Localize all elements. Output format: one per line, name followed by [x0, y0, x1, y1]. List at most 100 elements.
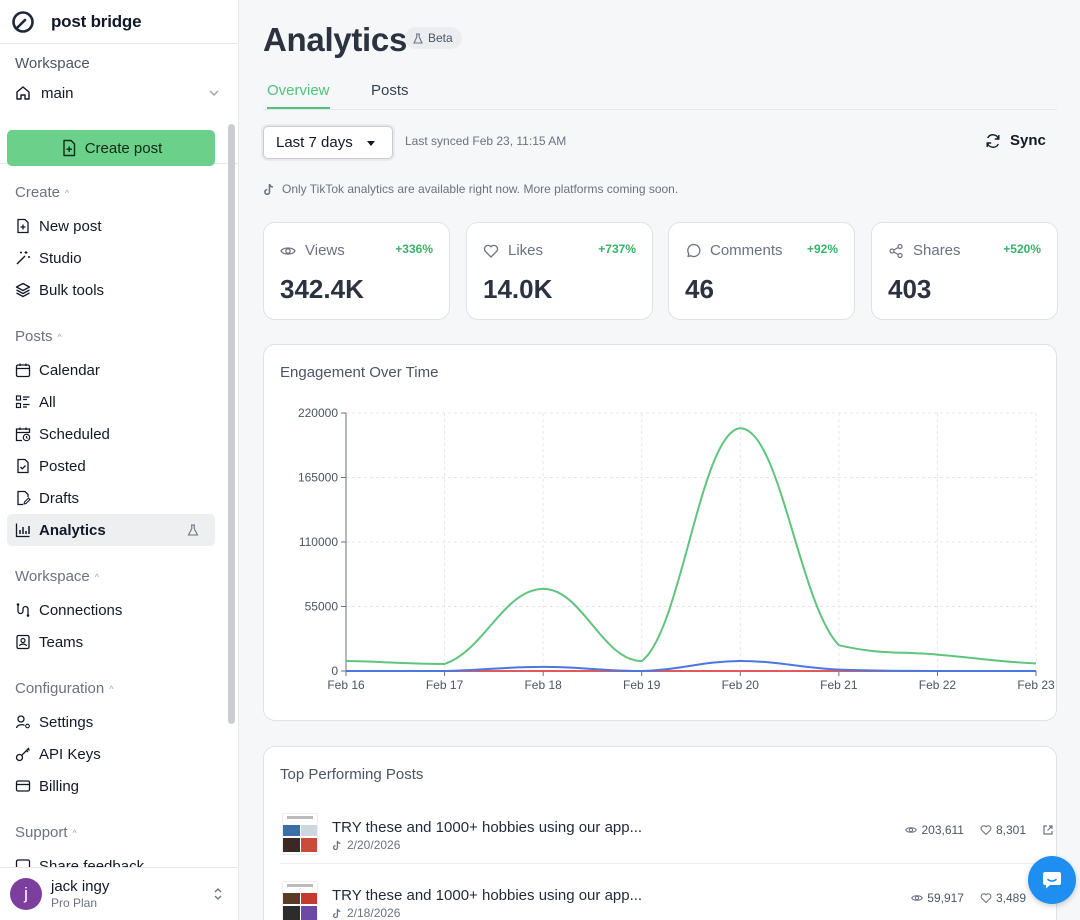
top-posts-title: Top Performing Posts [280, 766, 424, 783]
page-title: Analytics [263, 21, 408, 58]
post-date-row: 2/20/2026 [332, 838, 400, 852]
section-support[interactable]: Support ^ [15, 824, 77, 841]
workspace-select[interactable]: main [15, 82, 223, 104]
beta-label: Beta [428, 31, 453, 45]
sidebar-item-api-keys[interactable]: API Keys [7, 738, 215, 770]
post-stats: 59,917 3,489 [895, 891, 1054, 905]
section-configuration-label: Configuration [15, 680, 105, 697]
stat-card-views: Views +336% 342.4K [263, 222, 450, 320]
list-icon [15, 395, 30, 409]
sidebar-item-settings[interactable]: Settings [7, 706, 215, 738]
sidebar-nav: Create post Create ^ New post Studio Bulk… [0, 122, 226, 867]
series-line [345, 427, 1037, 665]
external-link-icon[interactable] [1042, 824, 1054, 836]
sidebar-item-connections[interactable]: Connections [7, 594, 215, 626]
caret-down-icon [367, 141, 375, 146]
caret-up-icon: ^ [94, 571, 99, 582]
tiktok-icon [332, 908, 341, 918]
sidebar-item-label: Billing [39, 777, 80, 795]
sidebar-item-share-feedback[interactable]: Share feedback [7, 850, 215, 867]
contact-icon [16, 634, 30, 650]
create-post-button[interactable]: Create post [7, 130, 215, 166]
x-tick-label: Feb 18 [524, 678, 562, 692]
post-likes: 8,301 [980, 823, 1026, 837]
post-title: TRY these and 1000+ hobbies using our ap… [332, 887, 643, 904]
top-post-row[interactable]: TRY these and 1000+ hobbies using our ap… [280, 881, 1056, 920]
sidebar-item-teams[interactable]: Teams [7, 626, 215, 658]
file-plus-icon [63, 139, 75, 157]
stat-change: +336% [395, 242, 433, 256]
sidebar-item-scheduled[interactable]: Scheduled [7, 418, 215, 450]
top-post-row[interactable]: TRY these and 1000+ hobbies using our ap… [280, 813, 1056, 871]
top-posts-card: Top Performing Posts TRY these and 1000+… [263, 746, 1057, 920]
file-edit-icon [17, 490, 31, 506]
sidebar-item-calendar[interactable]: Calendar [7, 354, 215, 386]
magic-wand-icon [16, 251, 30, 265]
section-posts[interactable]: Posts ^ [15, 328, 62, 345]
sidebar-item-label: API Keys [39, 745, 101, 763]
engagement-chart: 0 55000 110000 165000 220000 Feb 16 Feb 17 Feb … [298, 406, 1055, 692]
user-menu[interactable]: j jack ingy Pro Plan [0, 867, 238, 920]
sidebar-item-label: Settings [39, 713, 94, 731]
stat-label-row: Shares [888, 242, 961, 259]
sidebar-item-label: Teams [39, 633, 84, 651]
x-tick-label: Feb 16 [327, 678, 365, 692]
x-tick-label: Feb 21 [820, 678, 858, 692]
stat-label-row: Views [280, 242, 345, 259]
brand-header: post bridge [0, 0, 238, 44]
eye-icon [911, 895, 924, 901]
sidebar-item-drafts[interactable]: Drafts [7, 482, 215, 514]
date-range-select[interactable]: Last 7 days [263, 126, 393, 159]
tiktok-icon [332, 840, 341, 850]
tiktok-icon [264, 183, 274, 195]
stat-label: Comments [710, 242, 783, 259]
stat-label-row: Comments [685, 242, 783, 259]
sidebar-item-label: New post [39, 217, 102, 235]
x-tick-label: Feb 23 [1017, 678, 1055, 692]
flask-icon [413, 32, 423, 44]
chart-title: Engagement Over Time [280, 364, 439, 381]
post-date: 2/18/2026 [347, 906, 401, 920]
sync-button[interactable]: Sync [985, 132, 1046, 149]
section-workspace[interactable]: Workspace ^ [15, 568, 99, 585]
sidebar-scrollbar[interactable] [228, 124, 235, 724]
flask-icon [187, 524, 199, 536]
post-likes-value: 3,489 [995, 891, 1026, 905]
x-tick-label: Feb 17 [426, 678, 464, 692]
beta-badge: Beta [405, 27, 462, 49]
post-date: 2/20/2026 [347, 838, 401, 852]
post-date-row: 2/18/2026 [332, 906, 400, 920]
post-views: 59,917 [911, 891, 964, 905]
sidebar-item-all[interactable]: All [7, 386, 215, 418]
section-configuration[interactable]: Configuration ^ [15, 680, 113, 697]
sidebar-item-label: Calendar [39, 361, 100, 379]
user-info: jack ingy Pro Plan [51, 878, 109, 910]
file-plus-icon [17, 218, 29, 234]
sidebar-item-label: Share feedback [39, 857, 145, 868]
user-cog-icon [15, 715, 30, 729]
tab-overview[interactable]: Overview [267, 82, 330, 109]
chevron-down-icon [209, 90, 219, 96]
stat-card-comments: Comments +92% 46 [668, 222, 855, 320]
post-title: TRY these and 1000+ hobbies using our ap… [332, 819, 643, 836]
heart-icon [980, 893, 992, 904]
sidebar-item-studio[interactable]: Studio [7, 242, 215, 274]
chat-support-button[interactable] [1028, 856, 1076, 904]
y-tick-label: 110000 [299, 535, 338, 549]
section-create[interactable]: Create ^ [15, 184, 69, 201]
sidebar-item-billing[interactable]: Billing [7, 770, 215, 802]
sidebar-item-bulk-tools[interactable]: Bulk tools [7, 274, 215, 306]
sidebar-item-label: Connections [39, 601, 123, 619]
stat-value: 14.0K [483, 274, 553, 304]
sidebar-item-posted[interactable]: Posted [7, 450, 215, 482]
section-workspace-label: Workspace [15, 568, 90, 585]
y-tick-label: 220000 [298, 406, 338, 420]
row-divider [280, 863, 1056, 864]
brand-name: post bridge [51, 11, 142, 31]
tab-posts[interactable]: Posts [371, 82, 409, 99]
sidebar-item-new-post[interactable]: New post [7, 210, 215, 242]
user-plan: Pro Plan [51, 896, 98, 910]
last-synced-text: Last synced Feb 23, 11:15 AM [405, 134, 567, 148]
sidebar-item-analytics[interactable]: Analytics [7, 514, 215, 546]
tab-bar: Overview Posts [263, 78, 1057, 110]
